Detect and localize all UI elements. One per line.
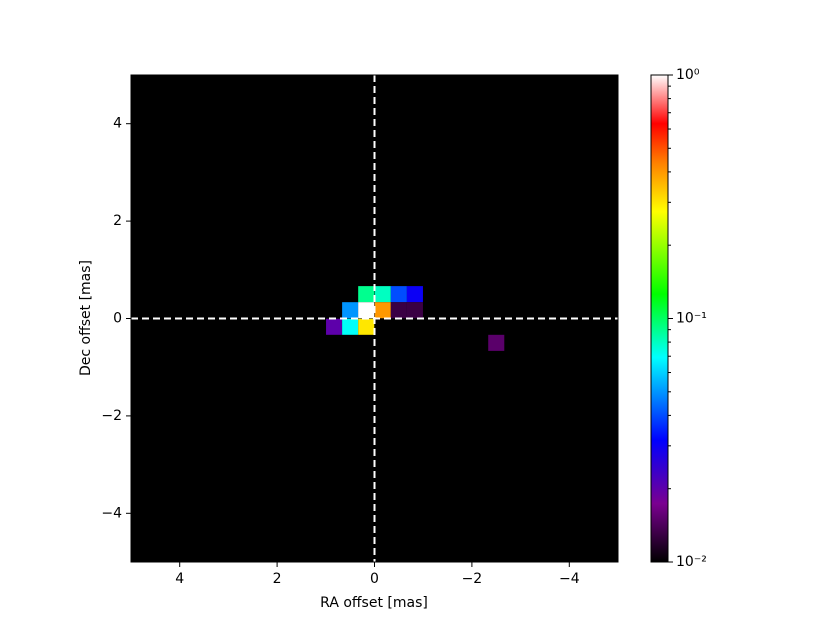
cell <box>358 318 375 335</box>
cell <box>488 334 505 351</box>
x-tick-label: 2 <box>273 571 282 587</box>
cell <box>374 286 391 303</box>
x-tick-label: 0 <box>370 571 379 587</box>
cell <box>358 302 375 319</box>
colorbar-tick-label: 10⁻² <box>676 554 707 570</box>
x-tick-label: 4 <box>175 571 184 587</box>
colorbar <box>650 74 669 563</box>
x-tick-label: −2 <box>462 571 483 587</box>
cell <box>406 286 423 303</box>
x-axis-label: RA offset [mas] <box>320 595 428 611</box>
cell <box>390 302 407 319</box>
y-tick-label: 0 <box>113 311 122 327</box>
x-tick-label: −4 <box>559 571 580 587</box>
cell <box>342 302 359 319</box>
cell <box>342 318 359 335</box>
cell <box>374 302 391 319</box>
colorbar-tick-label: 10⁻¹ <box>676 311 707 327</box>
y-tick-label: 2 <box>113 213 122 229</box>
y-tick-label: −2 <box>101 408 122 424</box>
cell <box>326 318 343 335</box>
colorbar-tick-label: 10⁰ <box>676 67 700 83</box>
y-tick-label: −4 <box>101 505 122 521</box>
y-axis-label: Dec offset [mas] <box>78 260 94 376</box>
y-tick-label: 4 <box>113 116 122 132</box>
cell <box>406 302 423 319</box>
cell <box>390 286 407 303</box>
cell <box>358 286 375 303</box>
